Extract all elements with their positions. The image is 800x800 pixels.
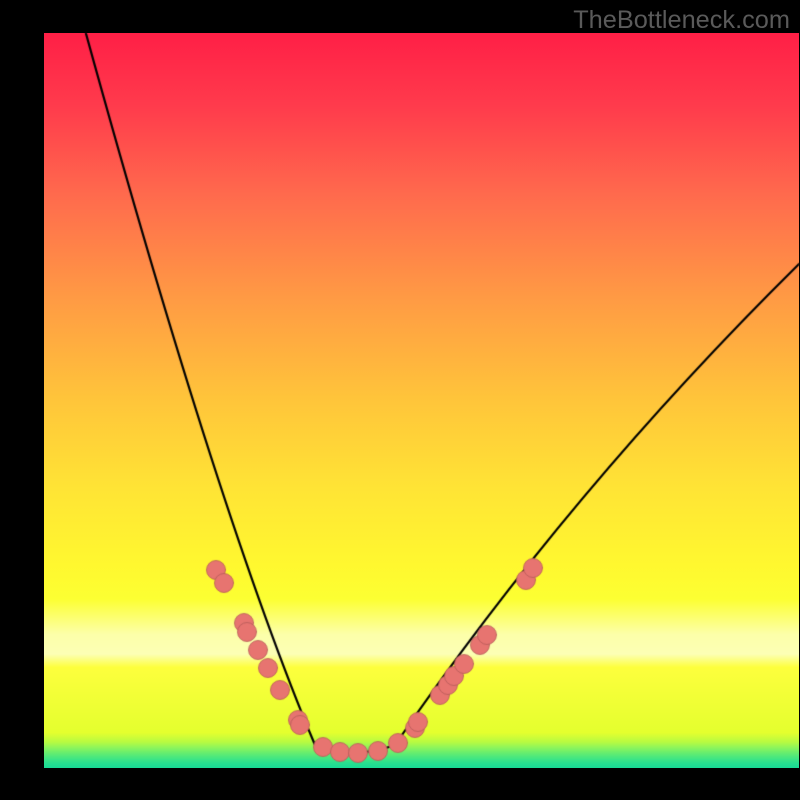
watermark-text: TheBottleneck.com — [573, 6, 790, 35]
chart-stage: TheBottleneck.com — [0, 0, 800, 800]
bottleneck-curve-canvas — [0, 0, 800, 800]
